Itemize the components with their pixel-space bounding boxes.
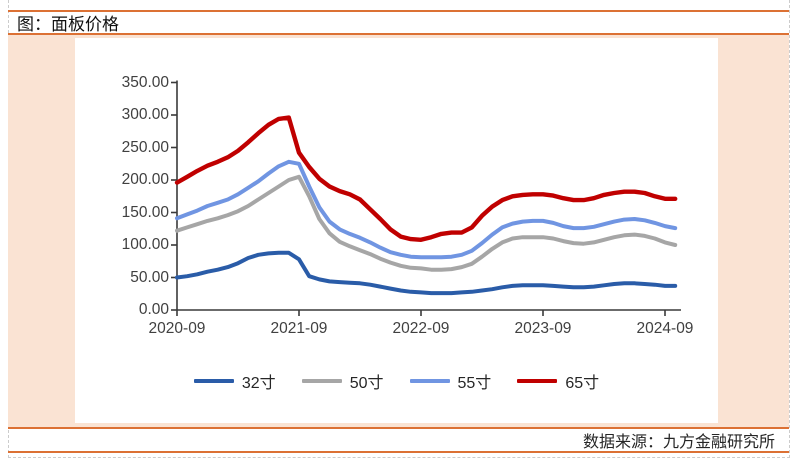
legend-line-swatch bbox=[301, 379, 342, 383]
divider-below-title bbox=[8, 33, 789, 35]
legend-item-50: 50寸 bbox=[301, 369, 384, 393]
legend-label: 55寸 bbox=[457, 375, 492, 392]
x-tick-label: 2022-09 bbox=[392, 320, 450, 337]
y-tick-label: 300.00 bbox=[121, 106, 169, 123]
legend-label: 65寸 bbox=[565, 375, 600, 392]
y-tick-label: 0.00 bbox=[138, 301, 169, 318]
data-source-label: 数据来源：九方金融研究所 bbox=[582, 434, 775, 451]
legend-label: 50寸 bbox=[349, 375, 384, 392]
legend-label: 32寸 bbox=[241, 375, 276, 392]
y-tick-label: 200.00 bbox=[121, 171, 169, 188]
series-line-3 bbox=[174, 115, 678, 243]
divider-above-footer bbox=[8, 427, 789, 429]
series-line-0 bbox=[175, 250, 678, 296]
x-axis-labels: 2020-09 2021-09 2022-09 2023-09 2024-09 bbox=[75, 38, 718, 348]
y-tick-label: 100.00 bbox=[121, 236, 169, 253]
y-tick-label: 50.00 bbox=[130, 268, 169, 286]
legend-line-swatch bbox=[517, 379, 558, 383]
legend-item-65: 65寸 bbox=[517, 369, 599, 393]
y-tick-label: 150.00 bbox=[121, 203, 169, 221]
x-tick-label: 2023-09 bbox=[514, 320, 572, 337]
price-line-chart bbox=[171, 80, 681, 316]
figure-title: 图：面板价格 bbox=[17, 14, 119, 34]
legend-item-55: 55寸 bbox=[409, 369, 492, 393]
y-tick-label: 250.00 bbox=[121, 138, 169, 156]
divider-top bbox=[8, 10, 789, 12]
legend-line-swatch bbox=[409, 379, 450, 383]
legend-line-swatch bbox=[193, 379, 234, 383]
x-tick-label: 2024-09 bbox=[636, 320, 694, 337]
y-axis-labels: 0.00 50.00 100.00 150.00 200.00 250.00 300.00 3… bbox=[103, 38, 169, 338]
legend-item-32: 32寸 bbox=[193, 369, 276, 393]
chart-panel: 0.00 50.00 100.00 150.00 200.00 250.00 300.00 3… bbox=[75, 38, 718, 423]
y-tick-label: 350.00 bbox=[121, 73, 169, 91]
figure-title-row: 图：面板价格 bbox=[17, 11, 119, 34]
series-line-1 bbox=[175, 174, 678, 272]
divider-bottom bbox=[8, 451, 789, 453]
series-line-2 bbox=[175, 159, 678, 260]
source-row: 数据来源：九方金融研究所 bbox=[8, 429, 775, 451]
x-tick-label: 2021-09 bbox=[270, 320, 328, 337]
x-tick-label: 2020-09 bbox=[148, 320, 206, 337]
chart-legend: 32寸 50寸 55寸 65寸 bbox=[75, 369, 718, 393]
